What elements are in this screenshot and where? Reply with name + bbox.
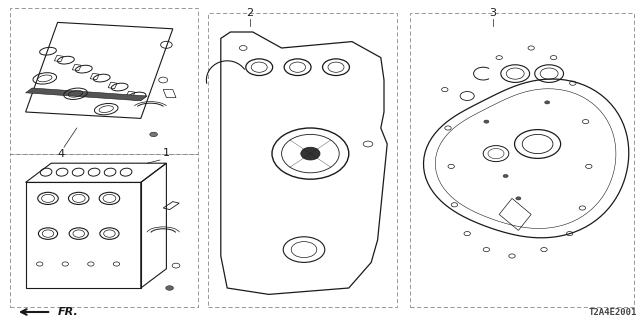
Text: 1: 1 bbox=[163, 148, 170, 158]
Ellipse shape bbox=[484, 120, 489, 123]
Ellipse shape bbox=[516, 197, 521, 200]
Text: 2: 2 bbox=[246, 8, 253, 18]
Ellipse shape bbox=[166, 286, 173, 290]
Text: FR.: FR. bbox=[58, 307, 78, 317]
Bar bbox=[208, 13, 397, 307]
Ellipse shape bbox=[545, 101, 550, 104]
Ellipse shape bbox=[301, 147, 320, 160]
Bar bbox=[10, 8, 198, 154]
Text: 4: 4 bbox=[57, 149, 65, 159]
Ellipse shape bbox=[503, 174, 508, 178]
Ellipse shape bbox=[150, 132, 157, 137]
Bar bbox=[10, 154, 198, 307]
Text: T2A4E2001: T2A4E2001 bbox=[588, 308, 637, 317]
Text: 3: 3 bbox=[490, 8, 496, 18]
Bar bbox=[410, 13, 634, 307]
Polygon shape bbox=[26, 88, 147, 101]
